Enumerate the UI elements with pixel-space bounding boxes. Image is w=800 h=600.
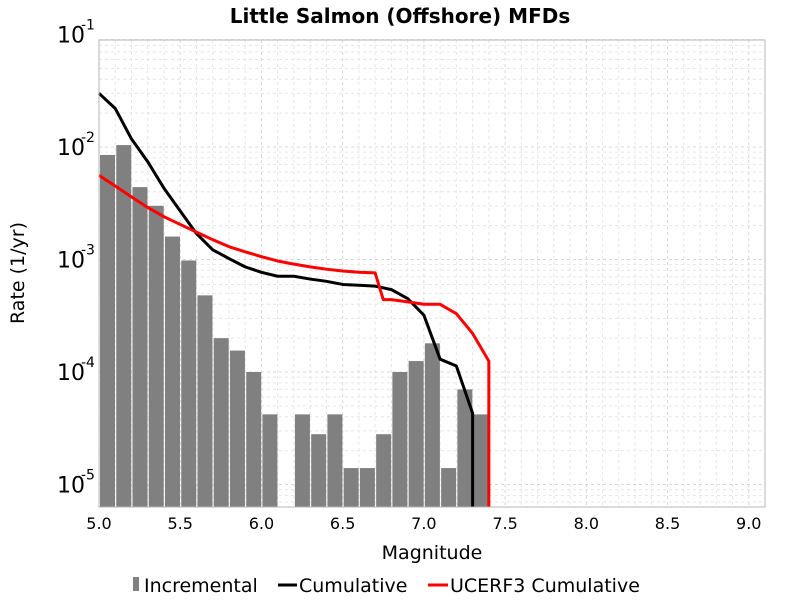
x-axis-ticks: 5.0 5.5 6.0 6.5 7.0 7.5 8.0 8.5 9.0	[86, 514, 761, 533]
bar	[132, 187, 148, 507]
bar	[181, 260, 197, 507]
bar	[164, 236, 180, 507]
x-axis-label: Magnitude	[382, 542, 483, 564]
x-tick-label: 6.0	[249, 514, 274, 533]
y-tick-label: 10-2	[57, 130, 95, 161]
y-tick-base: 10	[57, 249, 85, 274]
bar	[294, 414, 310, 507]
y-tick-base: 10	[57, 474, 85, 499]
bar	[213, 338, 229, 507]
bar	[327, 414, 343, 507]
bar	[116, 145, 132, 508]
legend-label-cumulative: Cumulative	[299, 575, 407, 597]
bar	[441, 468, 457, 507]
bar	[100, 154, 115, 507]
bar	[197, 295, 213, 507]
y-axis-label: Rate (1/yr)	[7, 222, 29, 324]
x-tick-label: 7.0	[411, 514, 436, 533]
x-tick-label: 5.5	[167, 514, 192, 533]
y-tick-exponent: -5	[81, 468, 95, 484]
bar	[246, 372, 262, 507]
y-tick-base: 10	[57, 136, 85, 161]
legend-swatch-incremental	[133, 577, 139, 591]
legend-item-ucerf3-cumulative: UCERF3 Cumulative	[428, 575, 640, 597]
x-tick-label: 6.5	[330, 514, 355, 533]
bar	[457, 389, 473, 507]
x-tick-label: 8.0	[574, 514, 599, 533]
bar-series-incremental	[100, 145, 489, 508]
bar	[311, 434, 327, 507]
y-tick-label: 10-3	[57, 243, 95, 274]
legend: Incremental Cumulative UCERF3 Cumulative	[133, 575, 640, 597]
bar	[376, 434, 392, 507]
legend-item-incremental: Incremental	[133, 575, 258, 597]
y-tick-label: 10-1	[57, 18, 95, 49]
y-axis-ticks: 10-510-410-310-210-1	[57, 18, 95, 499]
y-tick-label: 10-4	[57, 355, 95, 386]
y-tick-exponent: -3	[81, 243, 95, 259]
bar	[392, 372, 408, 507]
legend-label-incremental: Incremental	[144, 575, 258, 597]
y-tick-base: 10	[57, 24, 85, 49]
bar	[473, 414, 489, 507]
chart-title: Little Salmon (Offshore) MFDs	[230, 4, 570, 28]
bar	[408, 361, 424, 507]
y-tick-exponent: -2	[81, 130, 95, 146]
x-tick-label: 5.0	[86, 514, 111, 533]
series-line-ucerf3-cumulative	[98, 174, 491, 507]
bar	[148, 205, 164, 507]
bar	[229, 350, 245, 507]
x-tick-label: 8.5	[655, 514, 680, 533]
y-tick-label: 10-5	[57, 468, 95, 499]
y-tick-base: 10	[57, 361, 85, 386]
bar	[343, 468, 359, 507]
y-tick-exponent: -1	[81, 18, 95, 34]
series-line-cumulative	[97, 92, 475, 507]
line-series	[97, 92, 491, 507]
bar	[359, 468, 375, 507]
bar	[424, 343, 440, 507]
legend-item-cumulative: Cumulative	[278, 575, 407, 597]
bar	[262, 414, 278, 507]
x-tick-label: 9.0	[736, 514, 761, 533]
y-tick-exponent: -4	[81, 355, 95, 371]
plot-frame	[98, 39, 766, 508]
legend-label-ucerf3-cumulative: UCERF3 Cumulative	[450, 575, 640, 597]
x-tick-label: 7.5	[492, 514, 517, 533]
